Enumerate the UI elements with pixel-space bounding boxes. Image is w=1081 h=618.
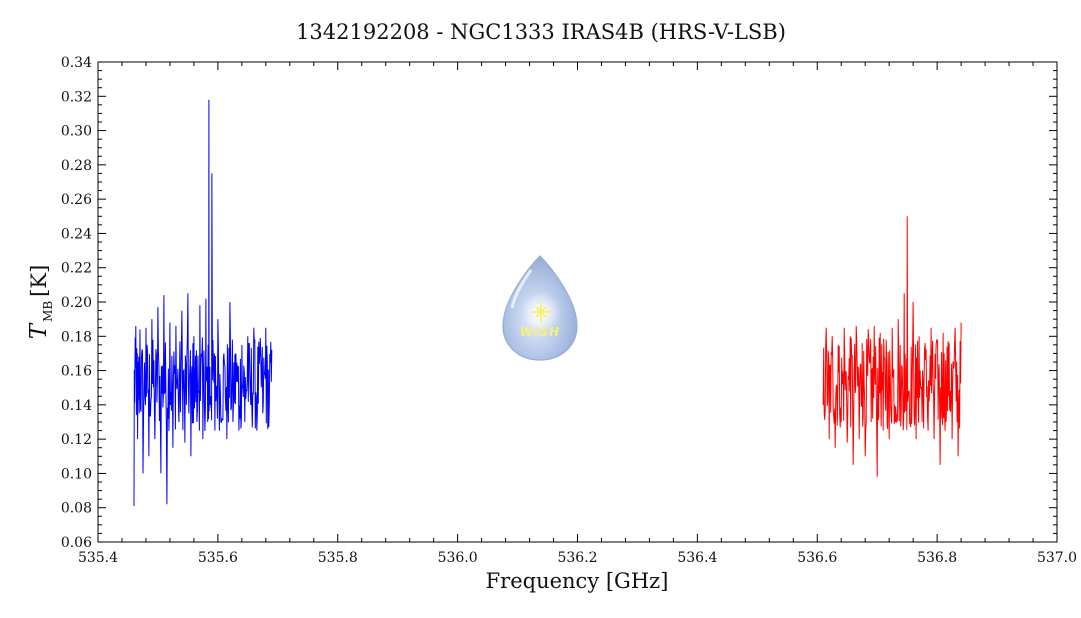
wish-logo: WISH bbox=[502, 255, 578, 361]
y-axis-label-unit: [K] bbox=[27, 265, 51, 297]
y-tick-label: 0.20 bbox=[61, 295, 92, 311]
x-axis-label: Frequency [GHz] bbox=[486, 569, 669, 593]
y-tick-label: 0.22 bbox=[61, 261, 92, 277]
y-tick-label: 0.08 bbox=[61, 501, 92, 517]
wish-logo-text: WISH bbox=[520, 325, 560, 339]
x-tick-label: 536.0 bbox=[438, 550, 478, 566]
x-tick-label: 535.4 bbox=[78, 550, 118, 566]
chart-title: 1342192208 - NGC1333 IRAS4B (HRS-V-LSB) bbox=[296, 20, 786, 44]
x-tick-label: 535.6 bbox=[198, 550, 238, 566]
y-tick-label: 0.12 bbox=[61, 432, 92, 448]
x-axis: 535.4 535.6 535.8 536.0 536.2 536.4 536.6 536.8… bbox=[78, 62, 1077, 566]
series-line-1 bbox=[133, 99, 273, 507]
y-tick-label: 0.14 bbox=[61, 398, 92, 414]
y-tick-label: 0.28 bbox=[61, 158, 92, 174]
y-axis-label-main: T bbox=[26, 322, 52, 339]
x-tick-label: 537.0 bbox=[1037, 550, 1077, 566]
y-tick-label: 0.24 bbox=[61, 226, 92, 242]
y-tick-label: 0.06 bbox=[61, 535, 92, 551]
y-tick-label: 0.26 bbox=[61, 192, 92, 208]
star-icon bbox=[531, 302, 551, 322]
x-tick-label: 536.6 bbox=[797, 550, 837, 566]
x-tick-label: 536.8 bbox=[917, 550, 957, 566]
y-tick-label: 0.10 bbox=[61, 466, 92, 482]
y-tick-label: 0.32 bbox=[61, 89, 92, 105]
y-axis: 0.06 0.08 0.10 0.12 0.14 0.16 0.18 0.20 0.22 0.24… bbox=[61, 55, 1057, 551]
x-tick-label: 535.8 bbox=[318, 550, 358, 566]
series-layer bbox=[133, 99, 962, 507]
y-tick-label: 0.30 bbox=[61, 124, 92, 140]
x-tick-label: 536.4 bbox=[677, 550, 717, 566]
y-tick-label: 0.34 bbox=[61, 55, 92, 71]
y-tick-label: 0.16 bbox=[61, 364, 92, 380]
y-axis-label-sub: MB bbox=[41, 301, 55, 322]
y-tick-label: 0.18 bbox=[61, 329, 92, 345]
y-axis-label: TMB [K] bbox=[26, 265, 55, 340]
x-tick-label: 536.2 bbox=[557, 550, 597, 566]
series-line-2 bbox=[822, 216, 962, 477]
